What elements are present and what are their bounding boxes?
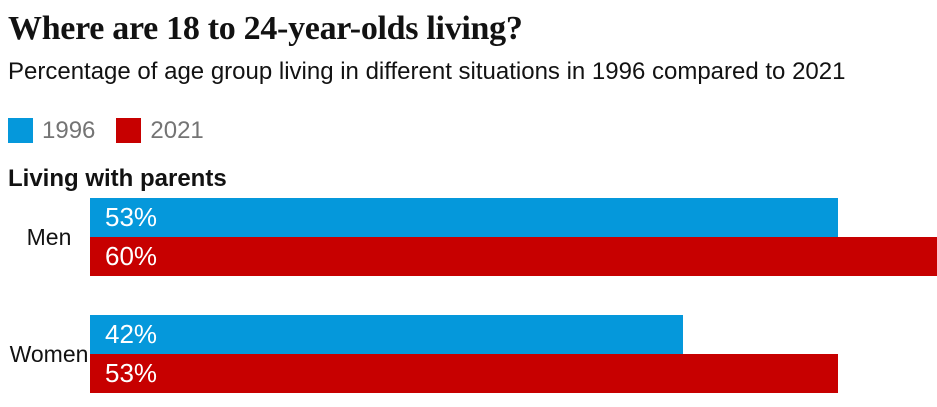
chart-title: Where are 18 to 24-year-olds living? — [8, 10, 523, 47]
legend-label: 2021 — [150, 117, 204, 144]
legend-swatch-icon — [116, 118, 142, 143]
bar-1996-men: 53% — [90, 198, 839, 237]
bars-men: 53% 60% — [90, 198, 937, 276]
chart-subtitle: Percentage of age group living in differ… — [8, 58, 846, 85]
bar-value-label: 60% — [105, 241, 158, 271]
bar-1996-women: 42% — [90, 315, 683, 354]
legend: 1996 2021 — [8, 118, 937, 143]
legend-item-2021: 2021 — [116, 117, 204, 144]
legend-item-1996: 1996 — [8, 118, 95, 143]
category-label: Women — [9, 341, 89, 367]
bars-women: 42% 53% — [90, 315, 937, 393]
legend-label: 1996 — [42, 117, 96, 144]
section-label: Living with parents — [8, 165, 227, 192]
bar-value-label: 53% — [105, 202, 158, 232]
bar-value-label: 42% — [105, 319, 158, 349]
legend-swatch-icon — [8, 118, 33, 143]
bar-value-label: 53% — [105, 358, 158, 388]
bar-2021-women: 53% — [90, 354, 839, 393]
bar-group-men: Men 53% 60% — [8, 198, 937, 276]
bar-group-women: Women 42% 53% — [8, 315, 937, 393]
bar-2021-men: 60% — [90, 237, 937, 276]
category-label: Men — [26, 224, 72, 250]
bar-chart: Men 53% 60% Women 42% 53% — [8, 198, 937, 393]
